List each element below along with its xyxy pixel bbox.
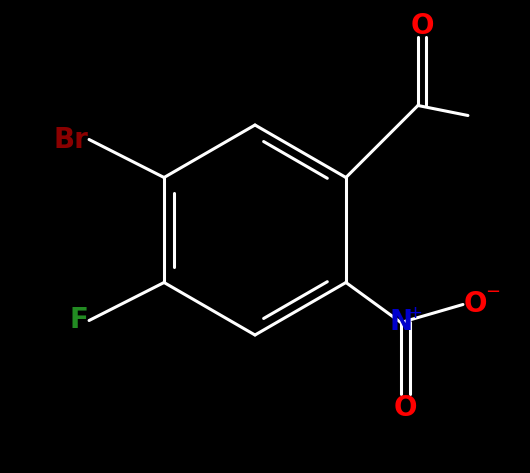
Text: +: + bbox=[408, 304, 422, 322]
Text: O: O bbox=[393, 394, 417, 422]
Text: F: F bbox=[69, 307, 89, 334]
Text: Br: Br bbox=[54, 125, 89, 154]
Text: −: − bbox=[485, 283, 500, 301]
Text: O: O bbox=[463, 290, 487, 318]
Text: N: N bbox=[390, 308, 412, 336]
Text: O: O bbox=[410, 11, 434, 40]
